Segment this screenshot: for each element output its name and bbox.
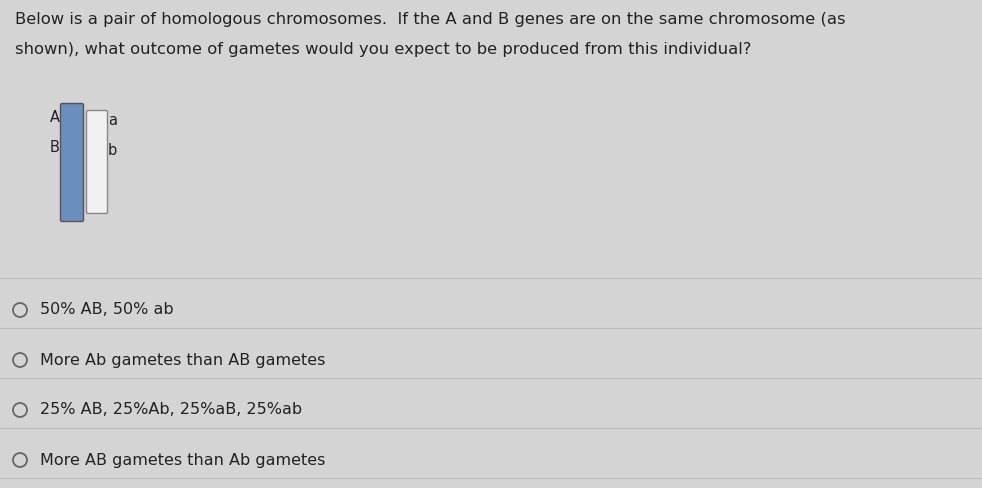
Text: A: A <box>50 110 60 125</box>
Text: B: B <box>50 140 60 155</box>
Text: 50% AB, 50% ab: 50% AB, 50% ab <box>40 303 174 318</box>
FancyBboxPatch shape <box>61 103 83 222</box>
FancyBboxPatch shape <box>86 110 107 214</box>
Text: More AB gametes than Ab gametes: More AB gametes than Ab gametes <box>40 452 325 468</box>
Text: 25% AB, 25%Ab, 25%aB, 25%ab: 25% AB, 25%Ab, 25%aB, 25%ab <box>40 403 302 418</box>
Text: b: b <box>108 143 117 158</box>
Text: a: a <box>108 113 117 128</box>
Text: shown), what outcome of gametes would you expect to be produced from this indivi: shown), what outcome of gametes would yo… <box>15 42 751 57</box>
Text: Below is a pair of homologous chromosomes.  If the A and B genes are on the same: Below is a pair of homologous chromosome… <box>15 12 846 27</box>
Text: More Ab gametes than AB gametes: More Ab gametes than AB gametes <box>40 352 325 367</box>
